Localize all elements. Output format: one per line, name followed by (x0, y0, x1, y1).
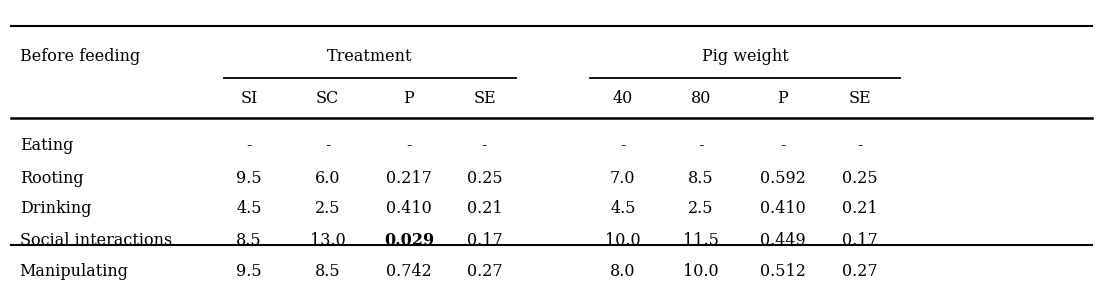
Text: -: - (857, 137, 863, 154)
Text: 10.0: 10.0 (606, 232, 641, 249)
Text: -: - (780, 137, 785, 154)
Text: -: - (246, 137, 251, 154)
Text: 0.512: 0.512 (760, 263, 806, 280)
Text: 4.5: 4.5 (236, 200, 261, 217)
Text: 40: 40 (613, 89, 633, 107)
Text: Pig weight: Pig weight (702, 48, 789, 65)
Text: Drinking: Drinking (20, 200, 92, 217)
Text: 9.5: 9.5 (236, 170, 261, 187)
Text: SE: SE (473, 89, 495, 107)
Text: -: - (620, 137, 625, 154)
Text: 8.5: 8.5 (315, 263, 341, 280)
Text: 8.5: 8.5 (236, 232, 261, 249)
Text: 6.0: 6.0 (315, 170, 341, 187)
Text: 0.410: 0.410 (760, 200, 805, 217)
Text: SC: SC (317, 89, 340, 107)
Text: SI: SI (240, 89, 257, 107)
Text: 0.410: 0.410 (386, 200, 431, 217)
Text: 0.217: 0.217 (386, 170, 431, 187)
Text: 80: 80 (690, 89, 710, 107)
Text: 9.5: 9.5 (236, 263, 261, 280)
Text: 13.0: 13.0 (310, 232, 345, 249)
Text: -: - (698, 137, 704, 154)
Text: 4.5: 4.5 (610, 200, 635, 217)
Text: Eating: Eating (20, 137, 73, 154)
Text: Social interactions: Social interactions (20, 232, 172, 249)
Text: 8.0: 8.0 (610, 263, 635, 280)
Text: P: P (778, 89, 789, 107)
Text: P: P (404, 89, 415, 107)
Text: Before feeding: Before feeding (20, 48, 140, 65)
Text: 0.449: 0.449 (760, 232, 805, 249)
Text: Manipulating: Manipulating (20, 263, 129, 280)
Text: -: - (406, 137, 411, 154)
Text: 0.25: 0.25 (467, 170, 502, 187)
Text: Treatment: Treatment (328, 48, 413, 65)
Text: 0.17: 0.17 (842, 232, 878, 249)
Text: 2.5: 2.5 (688, 200, 714, 217)
Text: -: - (325, 137, 331, 154)
Text: 7.0: 7.0 (610, 170, 635, 187)
Text: 11.5: 11.5 (683, 232, 719, 249)
Text: 0.742: 0.742 (386, 263, 431, 280)
Text: 0.27: 0.27 (467, 263, 502, 280)
Text: 0.25: 0.25 (842, 170, 877, 187)
Text: 0.21: 0.21 (842, 200, 877, 217)
Text: 8.5: 8.5 (688, 170, 714, 187)
Text: 0.029: 0.029 (384, 232, 433, 249)
Text: 0.17: 0.17 (467, 232, 502, 249)
Text: 0.21: 0.21 (467, 200, 502, 217)
Text: 0.592: 0.592 (760, 170, 806, 187)
Text: 10.0: 10.0 (683, 263, 718, 280)
Text: SE: SE (848, 89, 871, 107)
Text: 2.5: 2.5 (315, 200, 341, 217)
Text: Rooting: Rooting (20, 170, 84, 187)
Text: 0.27: 0.27 (842, 263, 877, 280)
Text: -: - (482, 137, 488, 154)
